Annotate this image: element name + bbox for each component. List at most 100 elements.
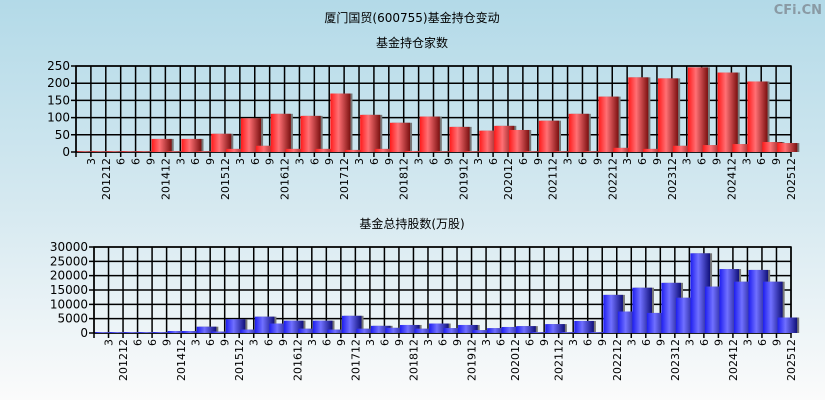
top-x-tick-label: 9 xyxy=(442,158,455,165)
top-bar xyxy=(211,133,232,152)
top-y-tick-label: 50 xyxy=(55,128,70,142)
bottom-y-tick-label: 20000 xyxy=(50,269,88,283)
bottom-x-tick-label: 3 xyxy=(103,339,116,346)
top-bar xyxy=(523,151,545,152)
top-x-tick-label: 6 xyxy=(487,158,500,165)
top-bar xyxy=(613,147,634,152)
bottom-bar xyxy=(95,332,115,333)
top-bar xyxy=(151,138,172,152)
bottom-x-tick-label: 6 xyxy=(262,339,275,346)
top-x-tick-label: 9 xyxy=(711,158,724,165)
top-x-tick-label: 9 xyxy=(591,158,604,165)
bottom-bar xyxy=(240,329,260,333)
top-x-tick-label: 6 xyxy=(189,158,202,165)
top-x-tick-label: 202312 xyxy=(666,158,679,200)
top-bar xyxy=(360,114,381,152)
top-bar xyxy=(196,151,217,152)
bottom-x-tick-label: 201712 xyxy=(349,339,362,381)
bottom-x-tick-label: 9 xyxy=(770,339,783,346)
top-bar xyxy=(732,144,753,152)
top-x-tick-label: 3 xyxy=(472,158,485,165)
bottom-y-tick-label: 0 xyxy=(80,326,88,340)
bottom-bar xyxy=(109,332,130,333)
bottom-x-tick-label: 202512 xyxy=(785,339,798,381)
top-bar xyxy=(762,142,783,152)
watermark: CFi.CN xyxy=(774,3,822,18)
top-x-tick-label: 3 xyxy=(621,158,634,165)
bottom-x-tick-label: 202012 xyxy=(509,339,522,381)
bottom-bar xyxy=(356,328,377,333)
top-x-tick-label: 6 xyxy=(428,158,441,165)
top-x-tick-label: 9 xyxy=(204,158,217,165)
bottom-y-tick-label: 30000 xyxy=(50,240,88,254)
top-bar xyxy=(419,116,440,152)
bottom-x-tick-label: 3 xyxy=(741,339,754,346)
bottom-bar xyxy=(370,325,391,333)
top-x-tick-label: 9 xyxy=(144,158,157,165)
bottom-x-tick-label: 3 xyxy=(190,339,203,346)
top-x-tick-label: 9 xyxy=(264,158,277,165)
bottom-x-tick-label: 9 xyxy=(712,339,725,346)
bottom-bar xyxy=(777,317,798,333)
top-bar xyxy=(687,67,708,152)
top-bar xyxy=(583,151,604,152)
top-x-tick-label: 9 xyxy=(383,158,396,165)
top-bar xyxy=(449,126,470,152)
bottom-x-tick-label: 201812 xyxy=(407,339,420,381)
bottom-x-tick-label: 6 xyxy=(320,339,333,346)
bottom-x-tick-label: 3 xyxy=(248,339,261,346)
bottom-x-tick-label: 201912 xyxy=(466,339,479,381)
top-bar xyxy=(270,113,291,152)
top-x-tick-label: 201212 xyxy=(100,158,113,200)
top-x-tick-label: 201612 xyxy=(279,158,292,200)
bottom-x-tick-label: 6 xyxy=(204,339,217,346)
bottom-x-tick-label: 9 xyxy=(451,339,464,346)
top-x-tick-label: 201712 xyxy=(338,158,351,200)
top-bar xyxy=(509,129,530,152)
bottom-x-tick-label: 3 xyxy=(306,339,319,346)
bottom-x-tick-label: 9 xyxy=(654,339,667,346)
bottom-x-tick-label: 202212 xyxy=(611,339,624,381)
top-bar xyxy=(643,148,664,152)
top-bar xyxy=(538,120,559,152)
top-bar xyxy=(300,115,321,152)
bottom-bar xyxy=(400,324,420,333)
top-bar xyxy=(315,148,336,152)
top-bar xyxy=(658,78,679,152)
top-y-tick-label: 150 xyxy=(47,93,70,107)
top-chart-title: 基金持仓家数 xyxy=(376,35,448,50)
top-x-tick-label: 202412 xyxy=(725,158,738,200)
bottom-x-tick-label: 6 xyxy=(146,339,159,346)
top-x-tick-label: 9 xyxy=(323,158,336,165)
bottom-x-tick-label: 3 xyxy=(422,339,435,346)
bottom-bar xyxy=(530,332,551,333)
top-bar xyxy=(285,148,306,152)
bottom-x-tick-label: 3 xyxy=(567,339,580,346)
top-x-tick-label: 3 xyxy=(234,158,247,165)
top-bar xyxy=(404,150,425,152)
bottom-bar xyxy=(501,326,522,333)
top-bar xyxy=(136,151,157,152)
bottom-x-tick-label: 201212 xyxy=(117,339,130,381)
bottom-x-tick-label: 3 xyxy=(683,339,696,346)
bottom-y-tick-label: 15000 xyxy=(50,283,88,297)
top-x-tick-label: 6 xyxy=(576,158,589,165)
bottom-y-tick-label: 25000 xyxy=(50,254,88,268)
top-bar xyxy=(77,151,98,152)
top-x-tick-label: 6 xyxy=(636,158,649,165)
top-x-tick-label: 202112 xyxy=(547,158,560,200)
bottom-x-tick-label: 202112 xyxy=(553,339,566,381)
top-bar xyxy=(717,72,738,152)
bottom-y-tick-label: 10000 xyxy=(50,297,88,311)
top-bar xyxy=(226,148,247,152)
top-x-tick-label: 3 xyxy=(293,158,306,165)
top-x-tick-label: 201512 xyxy=(219,158,232,200)
top-x-tick-label: 201812 xyxy=(398,158,411,200)
bottom-x-tick-label: 6 xyxy=(524,339,537,346)
bottom-x-tick-label: 6 xyxy=(640,339,653,346)
top-bar xyxy=(568,113,589,152)
bottom-bar xyxy=(487,328,507,333)
bottom-bar xyxy=(298,328,318,333)
top-x-tick-label: 6 xyxy=(130,158,143,165)
top-x-tick-label: 9 xyxy=(770,158,783,165)
